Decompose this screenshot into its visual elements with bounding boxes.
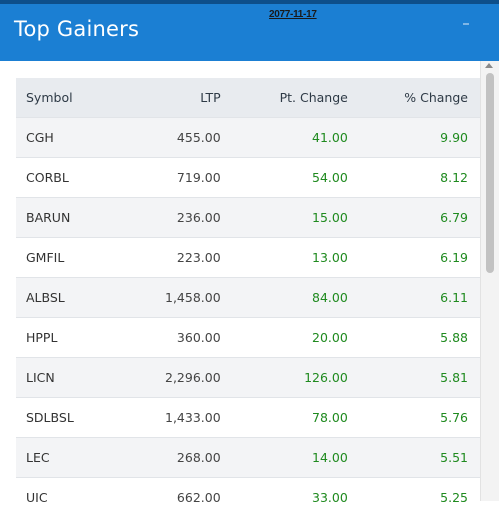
ltp-cell: 719.00 (176, 169, 221, 185)
pt-change-cell: 33.00 (312, 489, 348, 505)
vertical-scrollbar[interactable] (480, 61, 499, 501)
gainers-table: Symbol LTP Pt. Change % Change CGH 455.0… (16, 78, 482, 517)
symbol-cell[interactable]: GMFIL (26, 249, 65, 265)
ltp-cell: 360.00 (176, 329, 221, 345)
pt-change-cell: 14.00 (312, 449, 348, 465)
symbol-cell[interactable]: LICN (26, 369, 55, 385)
column-header-ltp[interactable]: LTP (200, 89, 221, 105)
pt-change-cell: 13.00 (312, 249, 348, 265)
table-row[interactable]: SDLBSL 1,433.00 78.00 5.76 (16, 397, 482, 437)
symbol-cell[interactable]: CORBL (26, 169, 69, 185)
ltp-cell: 662.00 (176, 489, 221, 505)
ltp-cell: 236.00 (176, 209, 221, 225)
column-header-symbol[interactable]: Symbol (26, 89, 73, 105)
ltp-cell: 1,433.00 (165, 409, 221, 425)
pt-change-cell: 126.00 (304, 369, 348, 385)
pct-change-cell: 5.76 (440, 409, 468, 425)
pt-change-cell: 15.00 (312, 209, 348, 225)
pt-change-cell: 78.00 (312, 409, 348, 425)
table-row[interactable]: CGH 455.00 41.00 9.90 (16, 117, 482, 157)
minimize-icon[interactable] (463, 23, 469, 25)
table-row[interactable]: BARUN 236.00 15.00 6.79 (16, 197, 482, 237)
pt-change-cell: 54.00 (312, 169, 348, 185)
ltp-cell: 1,458.00 (165, 289, 221, 305)
pct-change-cell: 5.51 (440, 449, 468, 465)
symbol-cell[interactable]: CGH (26, 129, 54, 145)
column-header-pct-change[interactable]: % Change (404, 89, 468, 105)
symbol-cell[interactable]: BARUN (26, 209, 71, 225)
symbol-cell[interactable]: UIC (26, 489, 48, 505)
table-row[interactable]: HPPL 360.00 20.00 5.88 (16, 317, 482, 357)
scrollbar-thumb[interactable] (486, 73, 494, 273)
table-row[interactable]: GMFIL 223.00 13.00 6.19 (16, 237, 482, 277)
panel-header: Top Gainers 2077-11-17 (0, 0, 499, 61)
pt-change-cell: 41.00 (312, 129, 348, 145)
pct-change-cell: 6.19 (440, 249, 468, 265)
scroll-up-arrow-icon[interactable] (485, 63, 493, 68)
pt-change-cell: 20.00 (312, 329, 348, 345)
ltp-cell: 2,296.00 (165, 369, 221, 385)
ltp-cell: 455.00 (176, 129, 221, 145)
pct-change-cell: 6.79 (440, 209, 468, 225)
pct-change-cell: 8.12 (440, 169, 468, 185)
pct-change-cell: 5.25 (440, 489, 468, 505)
symbol-cell[interactable]: ALBSL (26, 289, 65, 305)
symbol-cell[interactable]: HPPL (26, 329, 58, 345)
top-strip (0, 0, 499, 4)
gainers-table-container: Symbol LTP Pt. Change % Change CGH 455.0… (16, 78, 482, 517)
table-row[interactable]: UIC 662.00 33.00 5.25 (16, 477, 482, 517)
ltp-cell: 223.00 (176, 249, 221, 265)
pct-change-cell: 5.88 (440, 329, 468, 345)
pt-change-cell: 84.00 (312, 289, 348, 305)
table-row[interactable]: ALBSL 1,458.00 84.00 6.11 (16, 277, 482, 317)
table-row[interactable]: LEC 268.00 14.00 5.51 (16, 437, 482, 477)
pct-change-cell: 6.11 (440, 289, 468, 305)
pct-change-cell: 5.81 (440, 369, 468, 385)
column-header-pt-change[interactable]: Pt. Change (279, 89, 348, 105)
table-row[interactable]: LICN 2,296.00 126.00 5.81 (16, 357, 482, 397)
table-row[interactable]: CORBL 719.00 54.00 8.12 (16, 157, 482, 197)
symbol-cell[interactable]: LEC (26, 449, 50, 465)
symbol-cell[interactable]: SDLBSL (26, 409, 74, 425)
panel-title: Top Gainers (14, 17, 140, 41)
table-header-row: Symbol LTP Pt. Change % Change (16, 78, 482, 117)
date-label: 2077-11-17 (269, 9, 317, 20)
pct-change-cell: 9.90 (440, 129, 468, 145)
ltp-cell: 268.00 (176, 449, 221, 465)
